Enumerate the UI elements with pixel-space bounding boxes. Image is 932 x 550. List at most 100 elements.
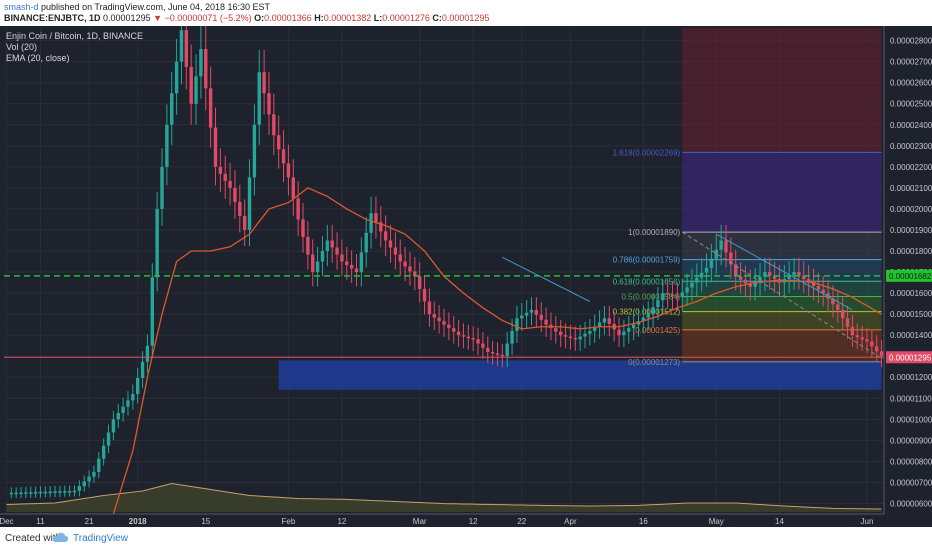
candle-body bbox=[709, 258, 714, 268]
ema-line bbox=[112, 187, 882, 515]
candle-body bbox=[622, 331, 626, 336]
candle-body bbox=[194, 76, 198, 104]
candle-body bbox=[87, 476, 91, 482]
legend-title: Enjin Coin / Bitcoin, 1D, BINANCE bbox=[6, 31, 143, 41]
chart-area[interactable]: 1.618(0.00002269) 1(0.00001890) 0.786(0.00… bbox=[0, 6, 932, 527]
time-tick-label: 16 bbox=[639, 517, 648, 526]
candle-body bbox=[340, 254, 344, 262]
candle-body bbox=[486, 347, 490, 352]
fib-level-label: 1.618(0.00002269) bbox=[613, 148, 681, 157]
low-label: L: bbox=[373, 13, 383, 23]
candle-body bbox=[301, 219, 305, 237]
candle-body bbox=[383, 231, 388, 241]
candle-body bbox=[802, 275, 806, 280]
price-tick-label: 0.00001000 bbox=[890, 415, 932, 424]
candle-body bbox=[364, 232, 368, 253]
candle-body bbox=[432, 314, 436, 318]
candle-body bbox=[184, 30, 189, 67]
candle-body bbox=[490, 352, 495, 354]
price-tick-label: 0.00002100 bbox=[890, 184, 932, 193]
candle-body bbox=[870, 341, 874, 347]
price-chart[interactable]: 1.618(0.00002269) 1(0.00001890) 0.786(0.00… bbox=[0, 6, 932, 527]
candle-body bbox=[189, 66, 193, 104]
candle-body bbox=[413, 271, 417, 277]
candle-body bbox=[140, 361, 145, 378]
legend-volume: Vol (20) bbox=[6, 42, 37, 52]
candle-body bbox=[403, 261, 407, 267]
open-label: O: bbox=[254, 13, 265, 23]
candle-body bbox=[627, 328, 631, 332]
price-tick-label: 0.00001900 bbox=[890, 226, 932, 235]
candle-body bbox=[77, 486, 82, 491]
legend-ema: EMA (20, close) bbox=[6, 53, 70, 63]
candle-body bbox=[272, 114, 276, 136]
low-value: 0.00001276 bbox=[382, 13, 430, 23]
candle-body bbox=[719, 240, 723, 250]
candle-body bbox=[116, 413, 120, 420]
candle-body bbox=[806, 279, 811, 283]
time-tick-label: 11 bbox=[36, 517, 45, 526]
fib-level-label: (0.00001425) bbox=[633, 326, 681, 335]
candle-body bbox=[670, 294, 675, 296]
candle-body bbox=[82, 481, 86, 487]
candle-body bbox=[505, 343, 509, 357]
candle-body bbox=[165, 124, 169, 167]
price-tick-label: 0.00000600 bbox=[890, 499, 932, 508]
candle-body bbox=[43, 491, 48, 494]
down-arrow-icon: ▼ bbox=[153, 13, 163, 23]
fib-band bbox=[682, 311, 882, 330]
candle-body bbox=[748, 283, 752, 287]
trendline bbox=[681, 231, 882, 359]
price-tick-label: 0.00001100 bbox=[890, 394, 932, 403]
open-value: 0.00001366 bbox=[264, 13, 312, 23]
price-tick-label: 0.00000900 bbox=[890, 436, 932, 445]
candle-body bbox=[92, 471, 96, 477]
candle-body bbox=[14, 492, 18, 495]
candle-body bbox=[680, 292, 684, 298]
author-link[interactable]: smash-d bbox=[4, 2, 39, 12]
candle-body bbox=[58, 491, 62, 493]
candle-body bbox=[447, 324, 451, 329]
candle-body bbox=[291, 177, 295, 199]
candle-body bbox=[67, 491, 72, 493]
candle-body bbox=[524, 312, 529, 316]
candle-body bbox=[33, 492, 38, 494]
candle-body bbox=[821, 289, 825, 294]
candle-body bbox=[335, 247, 339, 255]
candle-body bbox=[836, 304, 840, 310]
candle-body bbox=[374, 213, 378, 223]
candle-body bbox=[534, 309, 539, 315]
candle-body bbox=[481, 343, 485, 348]
candle-body bbox=[262, 72, 266, 94]
support-zone bbox=[278, 360, 882, 390]
candle-body bbox=[267, 93, 271, 115]
candle-body bbox=[729, 252, 733, 265]
tradingview-brand[interactable]: TradingView bbox=[73, 533, 129, 544]
time-tick-label: 21 bbox=[85, 517, 94, 526]
fib-band bbox=[682, 329, 882, 362]
candle-body bbox=[349, 265, 354, 269]
candle-body bbox=[296, 198, 300, 220]
candle-body bbox=[753, 281, 757, 287]
candle-body bbox=[714, 249, 718, 259]
candle-body bbox=[19, 492, 23, 495]
candle-body bbox=[656, 300, 660, 308]
candle-body bbox=[831, 298, 835, 305]
candle-body bbox=[583, 333, 587, 337]
candle-body bbox=[257, 72, 261, 125]
candle-body bbox=[208, 88, 213, 128]
candle-body bbox=[768, 272, 772, 276]
high-value: 0.00001382 bbox=[323, 13, 372, 23]
candle-body bbox=[510, 330, 514, 344]
candle-body bbox=[520, 315, 524, 319]
candle-body bbox=[665, 293, 670, 295]
fib-band bbox=[682, 281, 882, 297]
candle-body bbox=[860, 337, 864, 340]
fib-level-label: 0.786(0.00001759) bbox=[613, 256, 681, 265]
candle-body bbox=[675, 295, 680, 298]
candle-body bbox=[850, 326, 855, 336]
candle-body bbox=[563, 335, 568, 337]
candle-body bbox=[578, 336, 582, 340]
candle-body bbox=[422, 288, 427, 302]
candle-body bbox=[792, 272, 796, 276]
